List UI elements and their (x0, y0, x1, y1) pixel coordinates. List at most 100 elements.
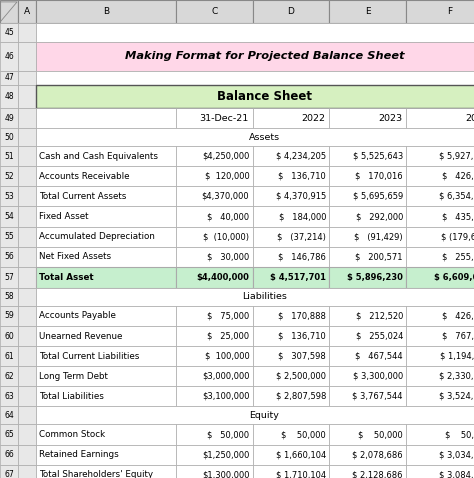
Text: $ 6,354,259: $ 6,354,259 (439, 192, 474, 201)
Text: 67: 67 (4, 470, 14, 478)
Text: 59: 59 (4, 312, 14, 320)
Text: $ (179,643): $ (179,643) (441, 232, 474, 241)
Text: $ 6,609,616: $ 6,609,616 (434, 273, 474, 282)
Text: Balance Sheet: Balance Sheet (217, 90, 312, 103)
Bar (329, 206, 406, 227)
Text: $ 5,927,609: $ 5,927,609 (439, 152, 474, 161)
Bar (329, 267, 406, 288)
Text: 53: 53 (4, 192, 14, 201)
Bar (329, 326, 406, 346)
Text: $ 5,525,643: $ 5,525,643 (353, 152, 403, 161)
Bar (406, 108, 474, 128)
Text: $   50,000: $ 50,000 (207, 430, 249, 439)
Bar (36, 42, 474, 71)
Bar (253, 346, 329, 366)
Text: $   426,650: $ 426,650 (442, 172, 474, 181)
Text: $3,100,000: $3,100,000 (202, 392, 249, 401)
Text: F: F (447, 7, 452, 16)
Bar (329, 247, 406, 267)
Bar (36, 85, 474, 108)
Bar (176, 0, 253, 23)
Bar (36, 108, 176, 128)
Text: 48: 48 (4, 92, 14, 101)
Bar (176, 146, 253, 166)
Bar (176, 346, 253, 366)
Bar (0, 186, 18, 206)
Bar (253, 108, 329, 128)
Text: $  (10,000): $ (10,000) (203, 232, 249, 241)
Text: A: A (24, 7, 30, 16)
Bar (406, 465, 474, 478)
Text: 61: 61 (4, 352, 14, 360)
Text: $    50,000: $ 50,000 (358, 430, 403, 439)
Bar (36, 406, 474, 424)
Text: 49: 49 (4, 114, 14, 122)
Bar (329, 424, 406, 445)
Bar (36, 186, 176, 206)
Bar (0, 326, 18, 346)
Text: $   146,786: $ 146,786 (278, 252, 326, 261)
Bar (36, 288, 474, 306)
Bar (253, 227, 329, 247)
Bar (18, 206, 36, 227)
Text: 52: 52 (4, 172, 14, 181)
Text: 31-Dec-21: 31-Dec-21 (200, 114, 249, 122)
Text: $   767,970: $ 767,970 (442, 332, 474, 340)
Bar (253, 386, 329, 406)
Bar (36, 23, 474, 42)
Text: $    50,000: $ 50,000 (445, 430, 474, 439)
Text: $ 2,330,000: $ 2,330,000 (439, 372, 474, 380)
Text: $  120,000: $ 120,000 (205, 172, 249, 181)
Text: Total Asset: Total Asset (39, 273, 93, 282)
Text: $4,250,000: $4,250,000 (202, 152, 249, 161)
Bar (0, 386, 18, 406)
Bar (0, 108, 18, 128)
Bar (36, 424, 176, 445)
Text: 50: 50 (4, 133, 14, 141)
Text: $   467,544: $ 467,544 (356, 352, 403, 360)
Text: Long Term Debt: Long Term Debt (39, 372, 108, 380)
Bar (36, 0, 176, 23)
Bar (176, 386, 253, 406)
Bar (329, 227, 406, 247)
Bar (176, 424, 253, 445)
Bar (18, 406, 36, 424)
Text: 63: 63 (4, 392, 14, 401)
Bar (0, 306, 18, 326)
Bar (329, 186, 406, 206)
Bar (0, 267, 18, 288)
Bar (0, 206, 18, 227)
Text: $   435,000: $ 435,000 (442, 212, 474, 221)
Text: $ 2,128,686: $ 2,128,686 (352, 470, 403, 478)
Text: 45: 45 (4, 28, 14, 37)
Text: $   200,571: $ 200,571 (356, 252, 403, 261)
Bar (18, 465, 36, 478)
Text: $   426,650: $ 426,650 (442, 312, 474, 320)
Bar (406, 445, 474, 465)
Bar (329, 166, 406, 186)
Bar (176, 166, 253, 186)
Text: C: C (211, 7, 218, 16)
Bar (18, 186, 36, 206)
Bar (176, 326, 253, 346)
Bar (0, 406, 18, 424)
Text: $   136,710: $ 136,710 (278, 332, 326, 340)
Bar (18, 326, 36, 346)
Bar (329, 386, 406, 406)
Text: $ 5,896,230: $ 5,896,230 (347, 273, 403, 282)
Bar (176, 366, 253, 386)
Text: D: D (288, 7, 294, 16)
Bar (18, 166, 36, 186)
Bar (176, 267, 253, 288)
Text: $   255,357: $ 255,357 (442, 252, 474, 261)
Bar (406, 186, 474, 206)
Bar (18, 445, 36, 465)
Text: 58: 58 (4, 293, 14, 301)
Bar (329, 0, 406, 23)
Text: 62: 62 (4, 372, 14, 380)
Text: Accumulated Depreciation: Accumulated Depreciation (39, 232, 155, 241)
Bar (36, 128, 474, 146)
Text: $   25,000: $ 25,000 (207, 332, 249, 340)
Bar (406, 0, 474, 23)
Text: $ 2,807,598: $ 2,807,598 (276, 392, 326, 401)
